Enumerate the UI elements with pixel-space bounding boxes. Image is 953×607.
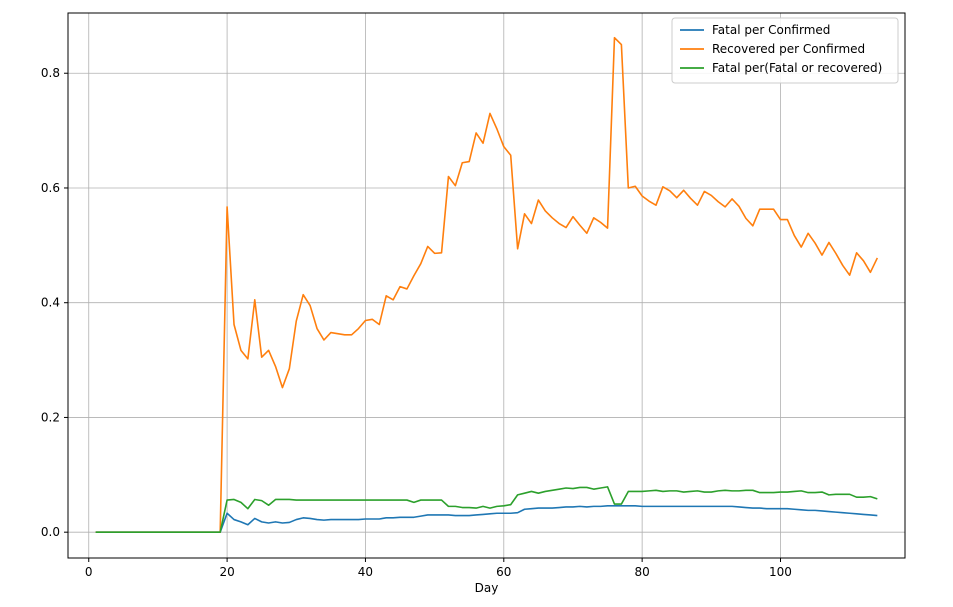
x-axis-label: Day xyxy=(475,581,499,595)
legend-item: Fatal per(Fatal or recovered) xyxy=(680,61,882,75)
legend-label: Recovered per Confirmed xyxy=(712,42,865,56)
series-line-1 xyxy=(95,504,878,533)
y-tick-label: 0.8 xyxy=(41,66,60,80)
x-tick-label: 60 xyxy=(496,565,511,579)
legend-item: Fatal per Confirmed xyxy=(680,23,830,37)
legend-box xyxy=(671,17,899,84)
plot-area-frame xyxy=(67,12,906,559)
y-tick-label: 0.6 xyxy=(41,181,60,195)
legend-label: Fatal per(Fatal or recovered) xyxy=(712,61,882,75)
x-tick-label: 40 xyxy=(358,565,373,579)
series-line-3 xyxy=(95,486,878,533)
legend: Fatal per Confirmed Recovered per Confirm… xyxy=(671,17,899,84)
x-tick-label: 80 xyxy=(634,565,649,579)
legend-items: Fatal per Confirmed Recovered per Confirm… xyxy=(680,23,882,75)
legend-item: Recovered per Confirmed xyxy=(680,42,865,56)
legend-label: Fatal per Confirmed xyxy=(712,23,830,37)
y-tick-label: 0.2 xyxy=(41,410,60,424)
x-tick-label: 100 xyxy=(769,565,792,579)
y-tick-label: 0.4 xyxy=(41,296,60,310)
y-tick-label: 0.0 xyxy=(41,525,60,539)
x-tick-label: 20 xyxy=(219,565,234,579)
x-axis: 0 20 40 60 80 100 xyxy=(85,558,792,579)
series-line-2 xyxy=(95,36,879,533)
x-tick-label: 0 xyxy=(85,565,93,579)
grid-lines xyxy=(68,13,905,558)
y-axis: 0.0 0.2 0.4 0.6 0.8 xyxy=(41,66,68,539)
series-lines xyxy=(95,36,879,533)
